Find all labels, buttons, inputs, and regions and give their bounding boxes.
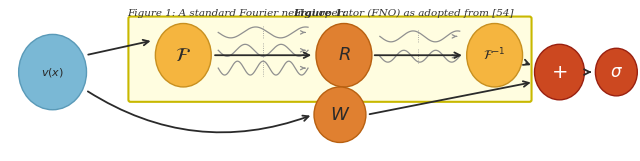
Text: $+$: $+$: [551, 63, 568, 82]
Ellipse shape: [314, 87, 366, 142]
Text: $\sigma$: $\sigma$: [610, 63, 623, 81]
Text: $v(x)$: $v(x)$: [41, 66, 64, 79]
FancyBboxPatch shape: [129, 17, 532, 102]
Text: Figure 1:: Figure 1:: [294, 9, 346, 18]
Text: $\mathcal{F}^{-1}$: $\mathcal{F}^{-1}$: [483, 47, 506, 64]
Ellipse shape: [467, 24, 522, 87]
Ellipse shape: [19, 34, 86, 110]
Text: $W$: $W$: [330, 106, 350, 124]
Ellipse shape: [316, 24, 372, 87]
Ellipse shape: [156, 24, 211, 87]
Ellipse shape: [595, 48, 637, 96]
Text: $R$: $R$: [337, 46, 350, 64]
Text: $\mathcal{F}$: $\mathcal{F}$: [175, 46, 191, 65]
Text: Figure 1: A standard Fourier neural operator (FNO) as adopted from [54]: Figure 1: A standard Fourier neural oper…: [127, 9, 513, 18]
Ellipse shape: [534, 44, 584, 100]
